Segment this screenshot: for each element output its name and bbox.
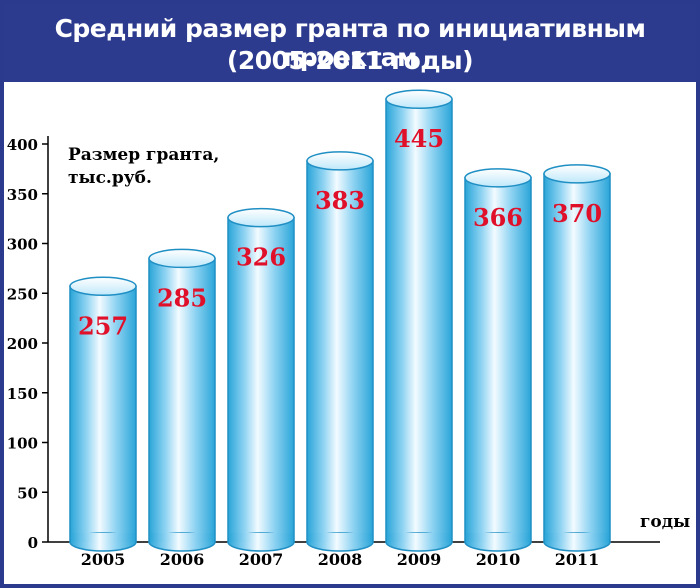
bar-top-cap — [227, 207, 295, 228]
bar-2007 — [227, 207, 295, 552]
bar-bottom-fill — [544, 533, 610, 542]
bar-value-label: 285 — [157, 283, 207, 312]
bar-value-label: 383 — [315, 186, 365, 215]
bar-top-cap — [148, 248, 216, 269]
bar-body — [148, 257, 216, 543]
y-tick-label: 100 — [7, 435, 38, 453]
bar-body — [543, 173, 611, 543]
y-tick-label: 350 — [7, 186, 38, 204]
x-tick-label: 2008 — [318, 550, 363, 569]
bar-body — [385, 98, 453, 543]
bar-value-label: 366 — [473, 203, 523, 232]
bar-bottom-fill — [70, 533, 136, 542]
bar-top-cap — [464, 168, 532, 188]
bar-bottom-fill — [386, 533, 452, 542]
x-tick-label: 2010 — [476, 550, 521, 569]
bar-body — [464, 177, 532, 543]
y-tick-label: 200 — [7, 335, 38, 353]
bar-body — [306, 160, 374, 543]
bar-2005 — [69, 276, 137, 552]
x-tick-label: 2005 — [81, 550, 126, 569]
chart-header: Средний размер гранта по инициативным пр… — [4, 4, 696, 82]
y-axis-label-line1: Размер гранта, — [68, 145, 220, 165]
bar-value-label: 257 — [78, 311, 128, 340]
chart-title-line2: (2005-2011 годы) — [226, 46, 474, 75]
bar-top-cap — [69, 276, 137, 297]
bar-top-cap — [385, 89, 453, 109]
labels: 257 2005 285 2006 326 2007 383 2008 445 2009 366 20… — [78, 124, 602, 569]
x-tick-label: 2011 — [555, 550, 600, 569]
y-tick-label: 0 — [28, 534, 38, 552]
bar-body — [227, 216, 295, 543]
x-tick-label: 2006 — [160, 550, 205, 569]
bar-value-label: 445 — [394, 124, 444, 153]
bars — [69, 89, 611, 552]
bar-2006 — [148, 248, 216, 552]
chart-title-line1: Средний размер гранта по инициативным пр… — [54, 14, 646, 72]
y-tick-label: 300 — [7, 236, 38, 254]
y-tick-label: 50 — [17, 484, 38, 502]
x-tick-label: 2007 — [239, 550, 284, 569]
bar-2011 — [543, 164, 611, 552]
x-tick-label: 2009 — [397, 550, 442, 569]
bar-2010 — [464, 168, 532, 552]
y-tick-label: 150 — [7, 385, 38, 403]
bar-bottom-fill — [149, 533, 215, 542]
y-tick-label: 400 — [7, 136, 38, 154]
bar-2009 — [385, 89, 453, 552]
bar-bottom-fill — [228, 533, 294, 542]
bar-value-label: 370 — [552, 199, 602, 228]
y-axis-label-line2: тыс.руб. — [68, 168, 152, 188]
bar-top-cap — [306, 151, 374, 171]
bar-2008 — [306, 151, 374, 552]
bar-value-label: 326 — [236, 243, 286, 272]
bar-bottom-fill — [465, 533, 531, 542]
y-tick-label: 250 — [7, 285, 38, 303]
x-axis-label: годы — [640, 512, 691, 532]
bar-top-cap — [543, 164, 611, 184]
bar-bottom-fill — [307, 533, 373, 542]
